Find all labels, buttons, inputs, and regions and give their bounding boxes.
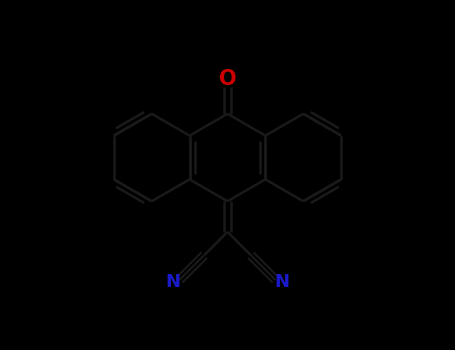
Text: N: N — [166, 273, 181, 291]
Text: N: N — [274, 273, 289, 291]
Text: O: O — [219, 69, 236, 89]
